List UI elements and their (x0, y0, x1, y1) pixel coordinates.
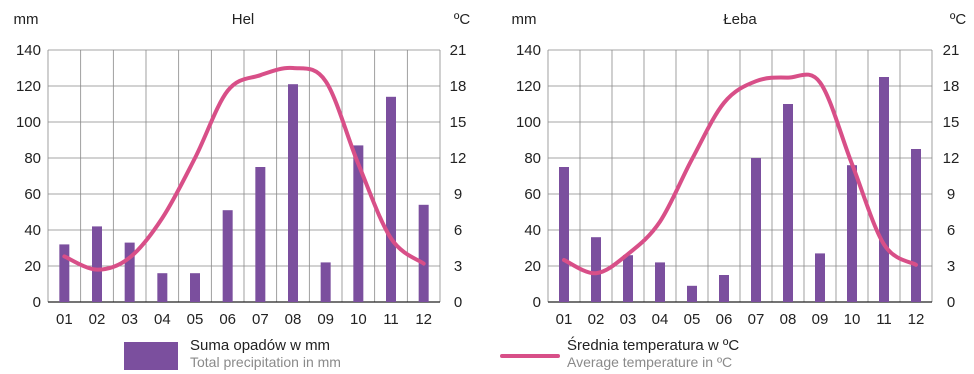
legend-precipitation: Suma opadów w mm Total precipitation in … (124, 336, 424, 372)
chart-1-x-tick-label: 02 (89, 311, 106, 328)
legend-precipitation-label-en: Total precipitation in mm (190, 354, 341, 370)
chart-2-x-tick-label: 07 (748, 311, 765, 328)
chart-2-x-tick-label: 04 (652, 311, 669, 328)
chart-1-x-tick-label: 04 (154, 311, 171, 328)
chart-2-x-tick-label: 12 (908, 311, 925, 328)
chart-1-bar-08 (288, 84, 298, 302)
chart-1-bar-01 (59, 244, 70, 302)
chart-1-bar-05 (190, 273, 200, 302)
chart-2-x-tick-label: 03 (620, 311, 637, 328)
chart-2-bar-01 (559, 167, 569, 302)
chart-2-right-tick-label: 6 (947, 222, 955, 239)
chart-1-x-tick-label: 12 (415, 311, 432, 328)
chart-2-right-tick-label: 12 (943, 150, 960, 167)
chart-1-left-tick-label: 20 (24, 258, 41, 275)
chart-1-x-tick-label: 10 (350, 311, 367, 328)
chart-1-right-tick-label: 0 (454, 294, 462, 311)
chart-2-bar-09 (815, 253, 825, 302)
chart-1-bar-07 (255, 167, 266, 302)
legend-temperature-label-pl: Średnia temperatura w ºC (567, 337, 740, 354)
chart-1-bar-09 (320, 262, 331, 302)
chart-1-right-tick-label: 9 (454, 186, 462, 203)
chart-2-left-tick-label: 80 (524, 150, 541, 167)
chart-2-bar-03 (623, 255, 633, 302)
chart-2-bar-07 (751, 158, 761, 302)
chart-1-left-tick-label: 0 (33, 294, 41, 311)
chart-1-left-tick-label: 60 (24, 186, 41, 203)
chart-2-x-tick-label: 02 (588, 311, 605, 328)
chart-2-bar-12 (911, 149, 921, 302)
chart-2-left-tick-label: 120 (516, 78, 541, 95)
chart-1-x-tick-label: 11 (383, 311, 399, 328)
chart-1-right-tick-label: 6 (454, 222, 462, 239)
chart-1-x-tick-label: 03 (121, 311, 138, 328)
chart-1-x-tick-label: 06 (219, 311, 236, 328)
chart-1-right-tick-label: 15 (450, 114, 467, 131)
chart-1-bar-10 (353, 145, 364, 302)
legend-temperature: Średnia temperatura w ºC Average tempera… (500, 336, 820, 372)
chart-2-right-tick-label: 3 (947, 258, 955, 275)
chart-2-bar-11 (879, 77, 889, 302)
chart-2-x-tick-label: 10 (844, 311, 861, 328)
chart-1-left-tick-label: 140 (16, 42, 41, 59)
chart-2-right-tick-label: 0 (947, 294, 955, 311)
chart-1-right-tick-label: 3 (454, 258, 462, 275)
chart-1-x-tick-label: 07 (252, 311, 269, 328)
chart-2-left-tick-label: 100 (516, 114, 541, 131)
chart-1-title: Hel (232, 11, 255, 28)
chart-1-left-tick-label: 100 (16, 114, 41, 131)
chart-2-left-tick-label: 20 (524, 258, 541, 275)
chart-1-x-tick-label: 01 (56, 311, 73, 328)
chart-2-bar-10 (847, 165, 857, 302)
chart-2-right-tick-label: 9 (947, 186, 955, 203)
chart-2-left-tick-label: 40 (524, 222, 541, 239)
chart-2-right-unit: ºC (950, 11, 966, 28)
chart-1-temperature-line (62, 65, 426, 272)
chart-2-bar-05 (687, 285, 697, 302)
chart-2-temperature-line (562, 72, 918, 276)
legend-precipitation-label-pl: Suma opadów w mm (190, 337, 331, 354)
chart-2-bar-04 (655, 262, 665, 302)
chart-1-bar-02 (92, 226, 102, 302)
chart-2-bar-06 (719, 275, 729, 302)
chart-2-right-tick-label: 15 (943, 114, 960, 131)
chart-2-left-tick-label: 0 (533, 294, 541, 311)
chart-1-x-tick-label: 09 (317, 311, 334, 328)
chart-1-bar-03 (124, 242, 135, 302)
chart-2-bar-02 (591, 237, 601, 302)
chart-1-left-tick-label: 80 (24, 150, 41, 167)
chart-1-bar-06 (222, 210, 233, 302)
chart-2-right-tick-label: 21 (943, 42, 960, 59)
chart-2-title: Łeba (723, 11, 757, 28)
chart-1-bar-11 (386, 96, 396, 302)
chart-1-left-tick-label: 120 (16, 78, 41, 95)
chart-1-right-tick-label: 21 (450, 42, 467, 59)
chart-2-x-tick-label: 11 (876, 311, 892, 328)
legend-temperature-label-en: Average temperature in ºC (567, 354, 733, 370)
chart-2-x-tick-label: 08 (780, 311, 797, 328)
chart-2-left-tick-label: 140 (516, 42, 541, 59)
chart-2-x-tick-label: 06 (716, 311, 733, 328)
chart-1-x-tick-label: 05 (187, 311, 204, 328)
chart-1-right-unit: ºC (454, 11, 470, 28)
chart-2-right-tick-label: 18 (943, 78, 960, 95)
chart-1-left-unit: mm (14, 11, 39, 28)
legend-precipitation-swatch (124, 342, 178, 370)
chart-1-bar-04 (157, 273, 168, 302)
chart-1-right-tick-label: 12 (450, 150, 467, 167)
chart-1-bar-12 (418, 204, 429, 302)
chart-1-left-tick-label: 40 (24, 222, 41, 239)
legend-temperature-swatch (500, 354, 560, 358)
chart-2-left-unit: mm (512, 11, 537, 28)
chart-2-bar-08 (783, 104, 793, 302)
chart-2-left-tick-label: 60 (524, 186, 541, 203)
chart-1-right-tick-label: 18 (450, 78, 467, 95)
chart-1-x-tick-label: 08 (285, 311, 302, 328)
chart-2-x-tick-label: 05 (684, 311, 701, 328)
chart-2-x-tick-label: 09 (812, 311, 829, 328)
chart-2-x-tick-label: 01 (556, 311, 573, 328)
